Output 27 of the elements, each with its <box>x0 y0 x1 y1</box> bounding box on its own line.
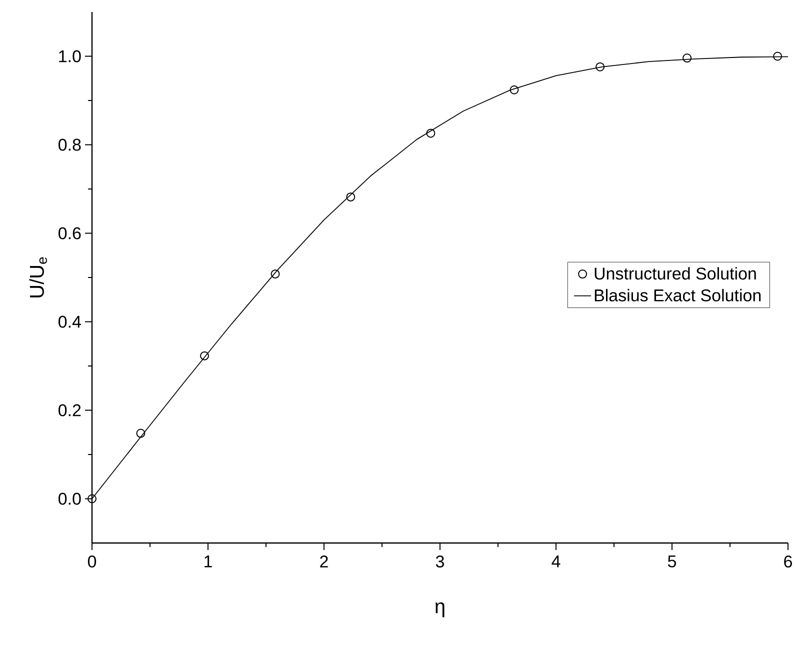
y-tick-label: 0.2 <box>58 404 81 416</box>
x-tick-label: 6 <box>784 556 792 568</box>
x-tick-label: 1 <box>204 556 212 568</box>
point <box>270 269 280 278</box>
x-tick-label: 2 <box>320 556 328 568</box>
y-tick-label: 0.4 <box>58 316 81 328</box>
point <box>426 128 436 138</box>
point <box>596 62 605 72</box>
x-tick-label: 0 <box>88 556 96 568</box>
point <box>510 85 519 94</box>
point <box>88 494 96 504</box>
y-axis-title: U/U$_{e}$ <box>29 257 48 298</box>
y-tick-label: 0.8 <box>58 138 81 151</box>
x-tick-label: 4 <box>552 556 560 568</box>
y-tick-label: 0.0 <box>58 492 81 505</box>
x-tick-label: 3 <box>436 556 444 568</box>
point <box>773 52 782 61</box>
point <box>682 54 692 63</box>
x-axis-title: η <box>435 602 444 618</box>
legend-label: Unstructured Solution <box>594 267 756 280</box>
x-tick-label: 5 <box>668 556 676 568</box>
legend-label: Blasius Exact Solution <box>594 288 761 302</box>
point <box>200 351 210 360</box>
y-tick-label: 1.0 <box>59 50 81 62</box>
y-tick-label: 0.6 <box>58 227 81 240</box>
point <box>346 192 356 202</box>
point <box>136 428 146 438</box>
